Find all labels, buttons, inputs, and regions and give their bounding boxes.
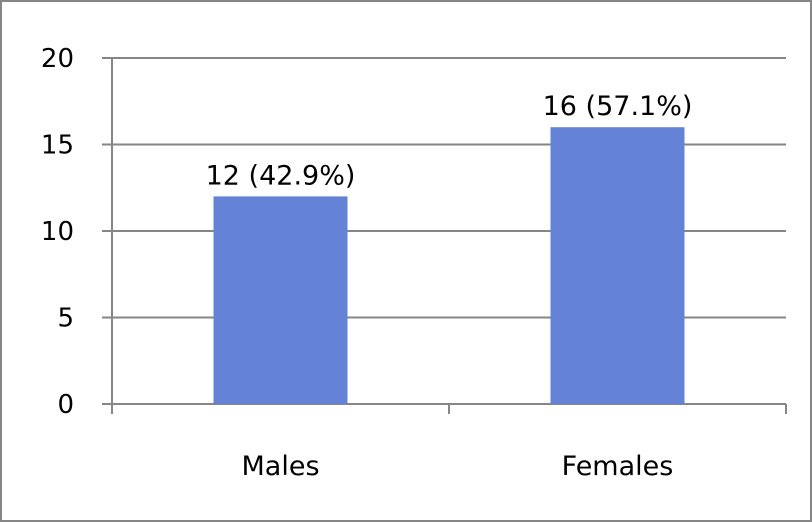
x-category-label-females: Females	[562, 451, 674, 482]
y-tick-label-5: 5	[57, 304, 74, 334]
data-label-females: 16 (57.1%)	[543, 91, 693, 122]
y-tick-label-10: 10	[41, 217, 74, 247]
x-category-label-males: Males	[241, 451, 319, 482]
y-tick-label-15: 15	[41, 131, 74, 161]
y-tick-label-0: 0	[57, 390, 74, 420]
bars	[213, 127, 685, 404]
bar-males	[213, 196, 348, 404]
bar-females	[550, 127, 685, 404]
data-label-males: 12 (42.9%)	[206, 160, 356, 191]
y-tick-label-20: 20	[41, 44, 74, 74]
labels: 12 (42.9%) Males 16 (57.1%) Females	[206, 91, 693, 482]
